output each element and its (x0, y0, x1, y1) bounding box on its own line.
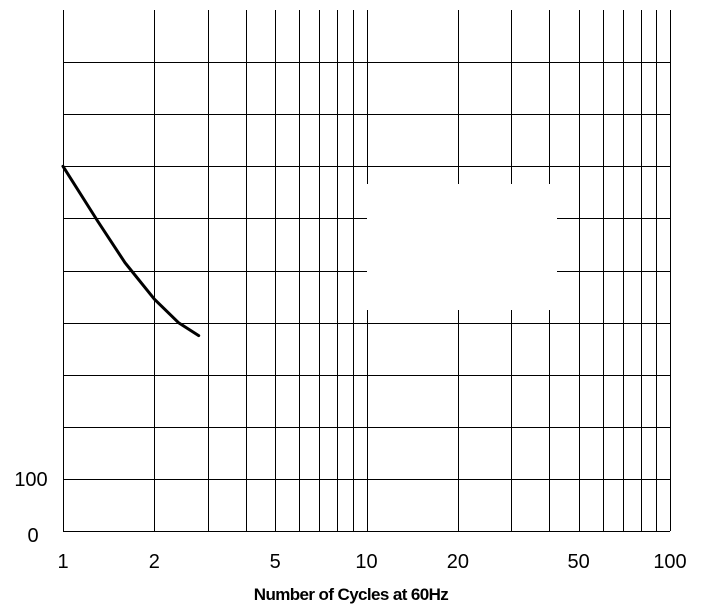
x-tick-label: 50 (568, 551, 590, 573)
series-line-0 (61, 164, 201, 338)
x-axis-title: Number of Cycles at 60Hz (254, 585, 448, 604)
x-tick-label: 1 (57, 551, 68, 573)
x-tick-label: 100 (653, 551, 686, 573)
blank-region (367, 184, 557, 310)
x-tick-label: 20 (447, 551, 469, 573)
x-tick-label: 10 (355, 551, 377, 573)
x-tick-labels: 1 2 5 10 20 50 100 (57, 551, 686, 573)
y-tick-label: 0 (27, 525, 38, 547)
series-layer (61, 164, 201, 338)
y-tick-label: 100 (14, 469, 47, 491)
grid (63, 10, 671, 532)
x-tick-label: 5 (270, 551, 281, 573)
x-tick-label: 2 (149, 551, 160, 573)
y-tick-labels: 0 100 (14, 469, 47, 547)
